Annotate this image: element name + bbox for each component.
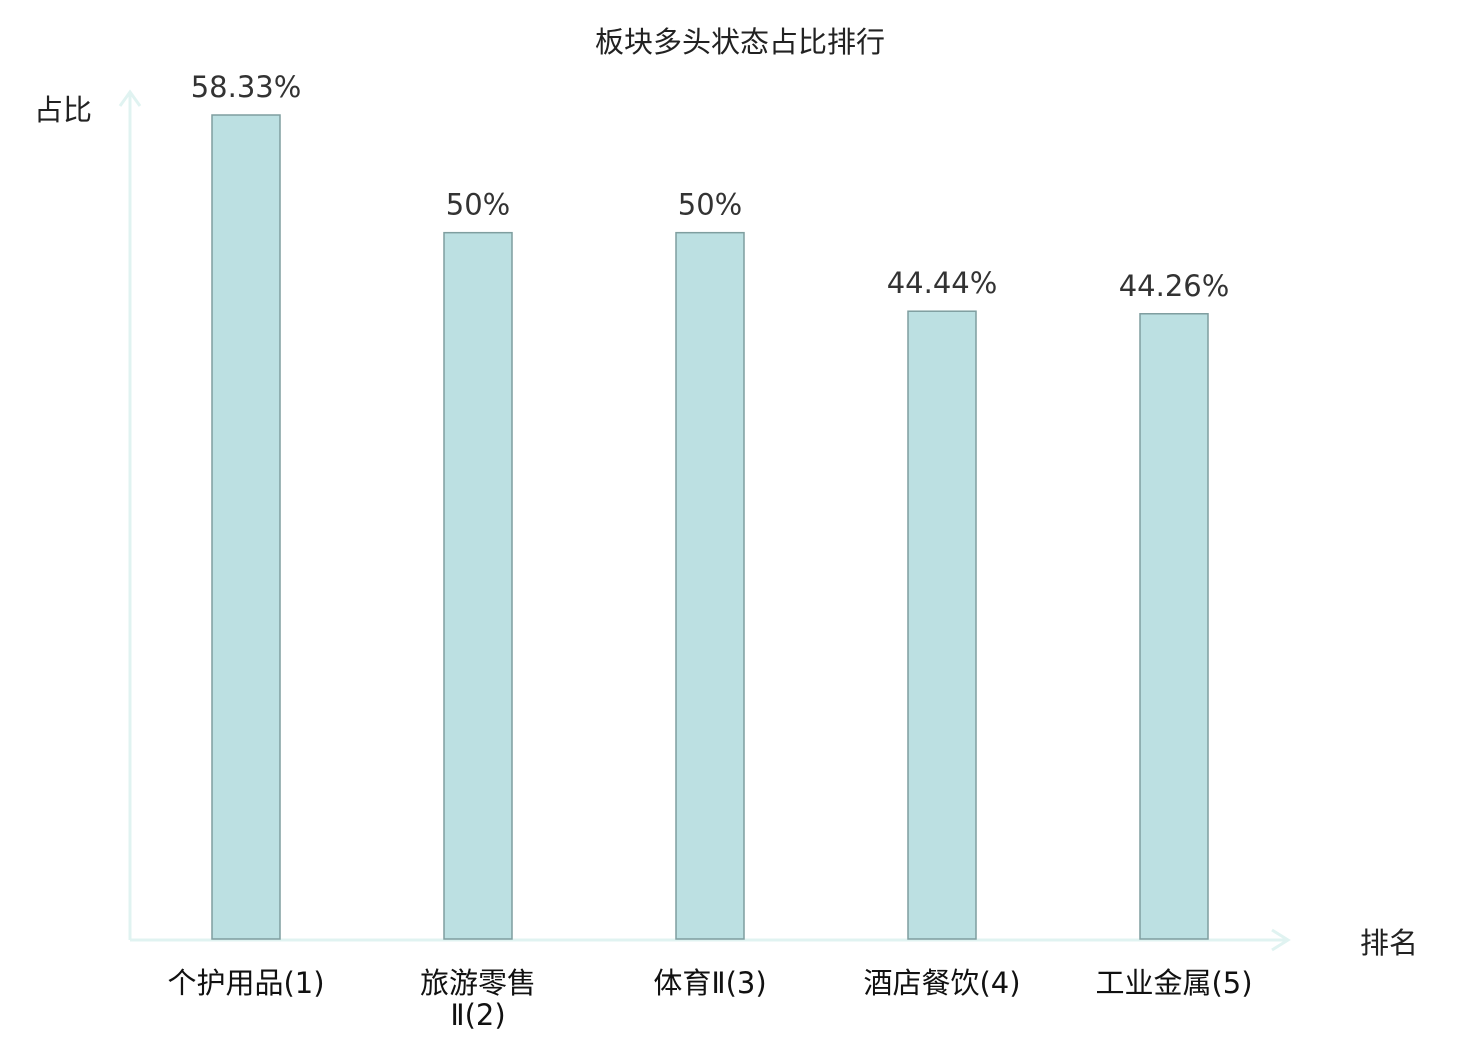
chart-title: 板块多头状态占比排行 <box>595 25 885 59</box>
y-axis-label: 占比 <box>34 93 92 127</box>
category-label-5: 工业金属(5) <box>1095 966 1252 1000</box>
bar-3 <box>675 231 745 940</box>
bar-4 <box>907 310 977 940</box>
category-label-3: 体育Ⅱ(3) <box>653 966 766 1000</box>
category-label-4: 酒店餐饮(4) <box>863 966 1020 1000</box>
bar-5 <box>1139 313 1209 940</box>
value-label-5: 44.26% <box>1119 269 1230 303</box>
value-labels-group: 58.33% 50% 50% 44.44% 44.26% <box>191 70 1230 303</box>
value-label-2: 50% <box>446 188 510 222</box>
value-label-4: 44.44% <box>887 266 998 300</box>
category-label-2: 旅游零售 Ⅱ(2) <box>420 966 536 1032</box>
y-axis-arrow <box>118 89 142 107</box>
category-labels-group: 个护用品(1) 旅游零售 Ⅱ(2) 体育Ⅱ(3) 酒店餐饮(4) 工业金属(5) <box>167 966 1252 1032</box>
x-axis-label: 排名 <box>1360 926 1418 960</box>
value-label-1: 58.33% <box>191 70 302 104</box>
category-label-1: 个护用品(1) <box>167 966 324 1000</box>
bars-group <box>211 114 1209 940</box>
bar-1 <box>211 114 281 940</box>
bar-2 <box>443 231 513 940</box>
value-label-3: 50% <box>678 188 742 222</box>
x-axis-arrow <box>1271 928 1291 952</box>
